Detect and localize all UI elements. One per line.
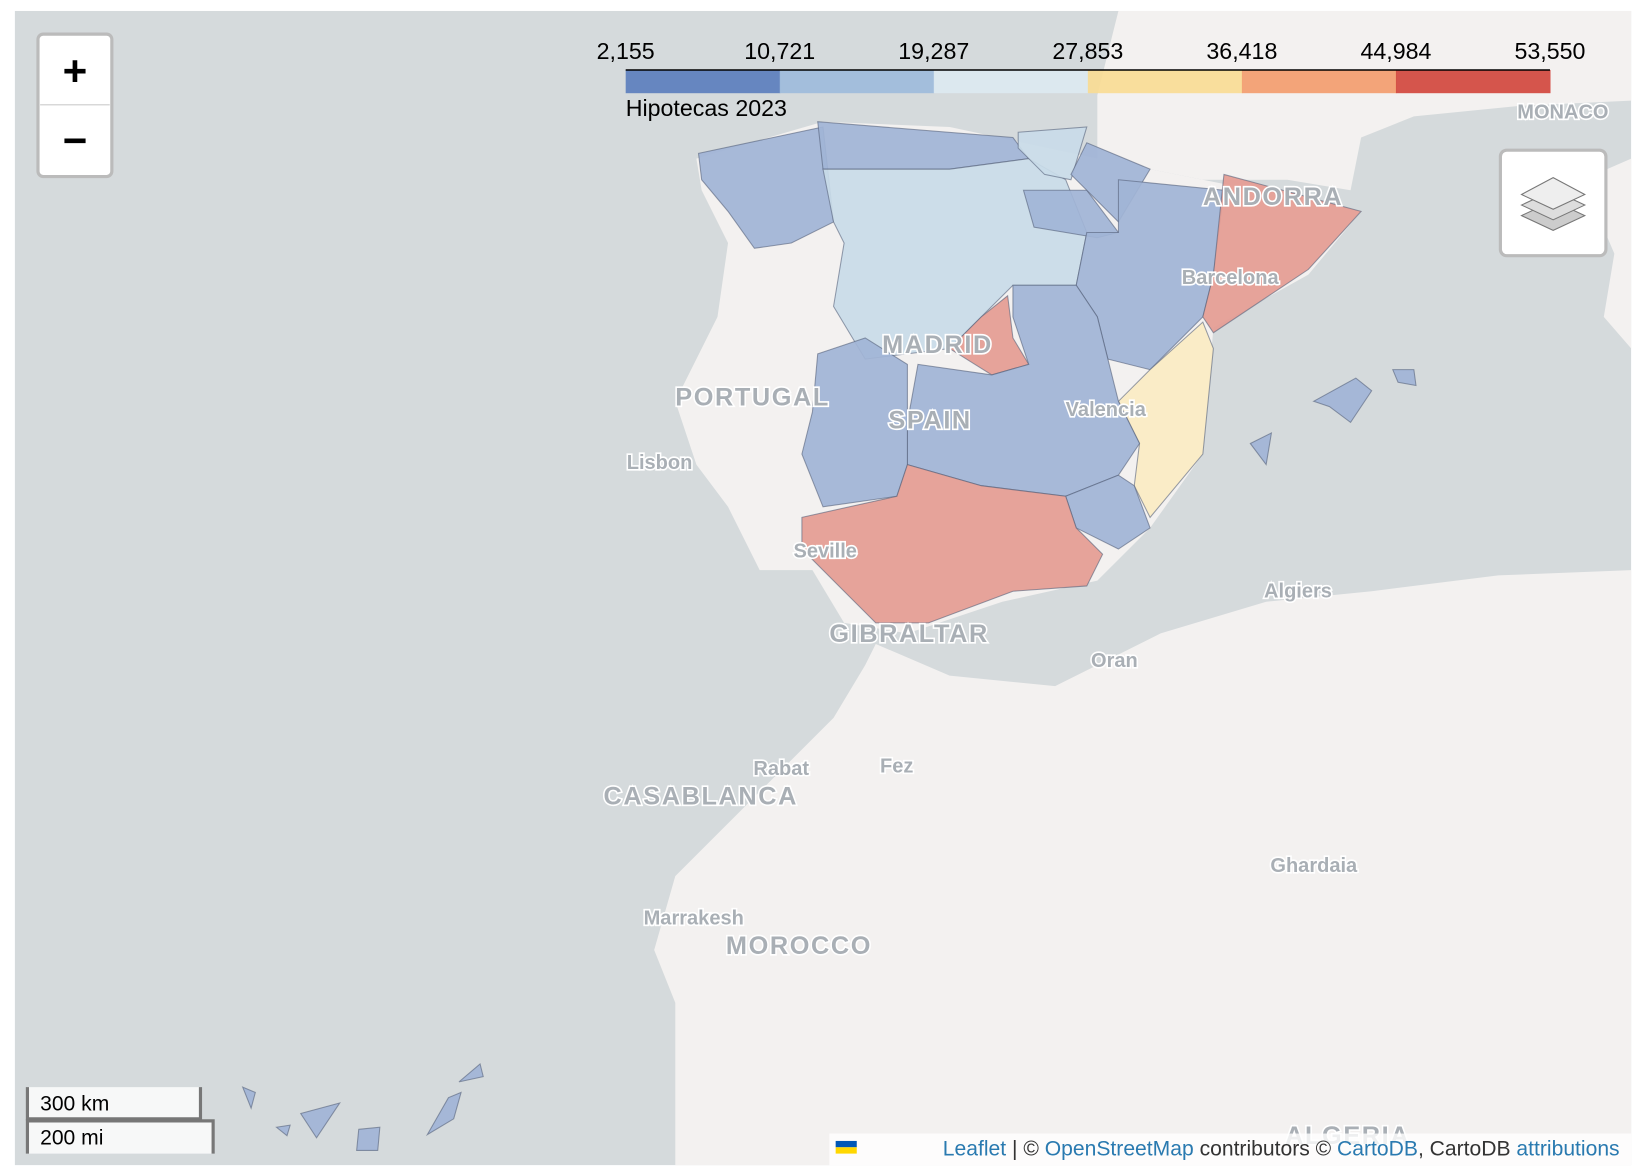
region[interactable]	[356, 1126, 381, 1151]
text: | ©	[1012, 1137, 1039, 1160]
legend: Hipotecas 2023 2,155 10,721 19,287 27,853 36…	[597, 38, 1586, 121]
place-labels: MONACO ANDORRA Barcelona MADRID PORTUGAL…	[602, 100, 1610, 1152]
place-label: ANDORRA	[1203, 183, 1343, 211]
region[interactable]	[1249, 432, 1273, 466]
place-label: PORTUGAL	[675, 384, 830, 412]
choropleth-regions	[241, 121, 1417, 1151]
legend-tick-label: 44,984	[1360, 38, 1431, 64]
text: contributors ©	[1200, 1137, 1332, 1160]
scale-label: 300 km	[40, 1093, 109, 1116]
place-label: Ghardaia	[1270, 855, 1358, 877]
place-label: Barcelona	[1182, 267, 1280, 289]
scale-mi	[25, 1119, 215, 1154]
place-label: Fez	[880, 756, 913, 778]
legend-swatch	[933, 69, 1089, 94]
scale-km	[25, 1087, 203, 1121]
text: , CartoDB	[1418, 1137, 1511, 1160]
attribution: Leaflet | © OpenStreetMap contributors ©…	[829, 1133, 1632, 1166]
zoom-in-button[interactable]: +	[63, 47, 88, 94]
place-label: MONACO	[1517, 102, 1608, 124]
map-tiles: MONACO ANDORRA Barcelona MADRID PORTUGAL…	[14, 10, 1632, 1166]
link[interactable]: OpenStreetMap	[1045, 1137, 1194, 1160]
link[interactable]: attributions	[1516, 1137, 1619, 1160]
legend-tick-label: 19,287	[898, 38, 969, 64]
legend-tick-label: 36,418	[1206, 38, 1277, 64]
attribution-bg	[829, 1133, 1632, 1166]
legend-tick-label: 2,155	[597, 38, 655, 64]
legend-caption: Hipotecas 2023	[626, 95, 787, 121]
legend-swatch	[779, 69, 935, 94]
region[interactable]	[1017, 126, 1088, 181]
region[interactable]	[1202, 173, 1363, 334]
legend-tick-label: 10,721	[744, 38, 815, 64]
attribution-text: Leaflet | © OpenStreetMap contributors ©…	[943, 1137, 1620, 1160]
place-label: MADRID	[882, 331, 993, 359]
scale-bar: 300 km 200 mi	[25, 1087, 215, 1154]
layers-control[interactable]	[1498, 148, 1608, 258]
legend-swatch	[1241, 69, 1397, 94]
place-label: GIBRALTAR	[829, 620, 989, 648]
layers-icon	[1520, 177, 1586, 210]
legend-swatch	[1395, 69, 1551, 94]
region[interactable]	[458, 1062, 484, 1083]
region[interactable]	[299, 1102, 341, 1139]
region[interactable]	[425, 1091, 462, 1137]
place-label: Marrakesh	[644, 908, 744, 930]
flag	[835, 1147, 857, 1154]
place-label: Seville	[793, 540, 856, 562]
legend-tick-label: 27,853	[1052, 38, 1123, 64]
land-africa	[654, 570, 1632, 1166]
place-label: Lisbon	[627, 452, 693, 474]
place-label: SPAIN	[888, 407, 971, 435]
flag	[835, 1140, 857, 1148]
region[interactable]	[801, 463, 1104, 624]
zoom-out-button[interactable]: −	[63, 117, 88, 164]
place-label: Oran	[1091, 650, 1138, 672]
link[interactable]: CartoDB	[1337, 1137, 1418, 1160]
link[interactable]: Leaflet	[943, 1137, 1006, 1160]
legend-tick-label: 53,550	[1514, 38, 1585, 64]
place-label: Algiers	[1264, 581, 1332, 603]
legend-swatch	[1087, 69, 1243, 94]
place-label: Valencia	[1066, 399, 1147, 421]
place-label: Rabat	[753, 758, 809, 780]
legend-swatch	[625, 69, 781, 94]
region[interactable]	[275, 1124, 291, 1137]
land-europe	[1097, 10, 1632, 191]
region[interactable]	[241, 1086, 256, 1110]
place-label: MOROCCO	[726, 932, 872, 960]
region[interactable]	[1391, 369, 1417, 387]
region[interactable]	[1312, 377, 1373, 424]
scale-label: 200 mi	[40, 1126, 103, 1149]
zoom-control: + −	[36, 32, 114, 179]
place-label: CASABLANCA	[604, 782, 798, 810]
